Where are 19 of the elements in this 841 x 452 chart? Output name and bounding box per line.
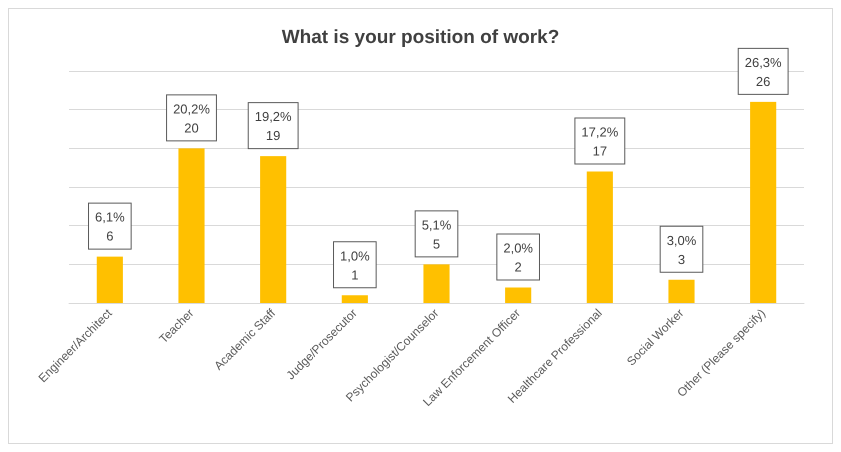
data-label: 3,0% 3 — [666, 232, 697, 267]
bar — [586, 172, 613, 303]
bar — [96, 256, 123, 303]
data-label: 6,1% 6 — [95, 210, 126, 244]
data-label: 20,2% 20 — [173, 101, 210, 136]
data-label: 1,0% 1 — [340, 248, 370, 282]
bar — [260, 156, 286, 303]
bar — [750, 102, 776, 303]
bar — [423, 264, 450, 303]
data-label: 19,2% 19 — [254, 109, 292, 144]
chart-title: What is your position of work? — [282, 27, 560, 48]
data-label: 5,1% 5 — [422, 217, 452, 252]
bar — [342, 295, 368, 303]
bar — [178, 148, 205, 303]
data-label: 2,0% 2 — [503, 240, 534, 275]
data-label: 26,3% 26 — [744, 54, 782, 89]
data-label: 17,2% 17 — [581, 124, 619, 159]
bar — [668, 280, 695, 303]
bar — [505, 288, 532, 303]
